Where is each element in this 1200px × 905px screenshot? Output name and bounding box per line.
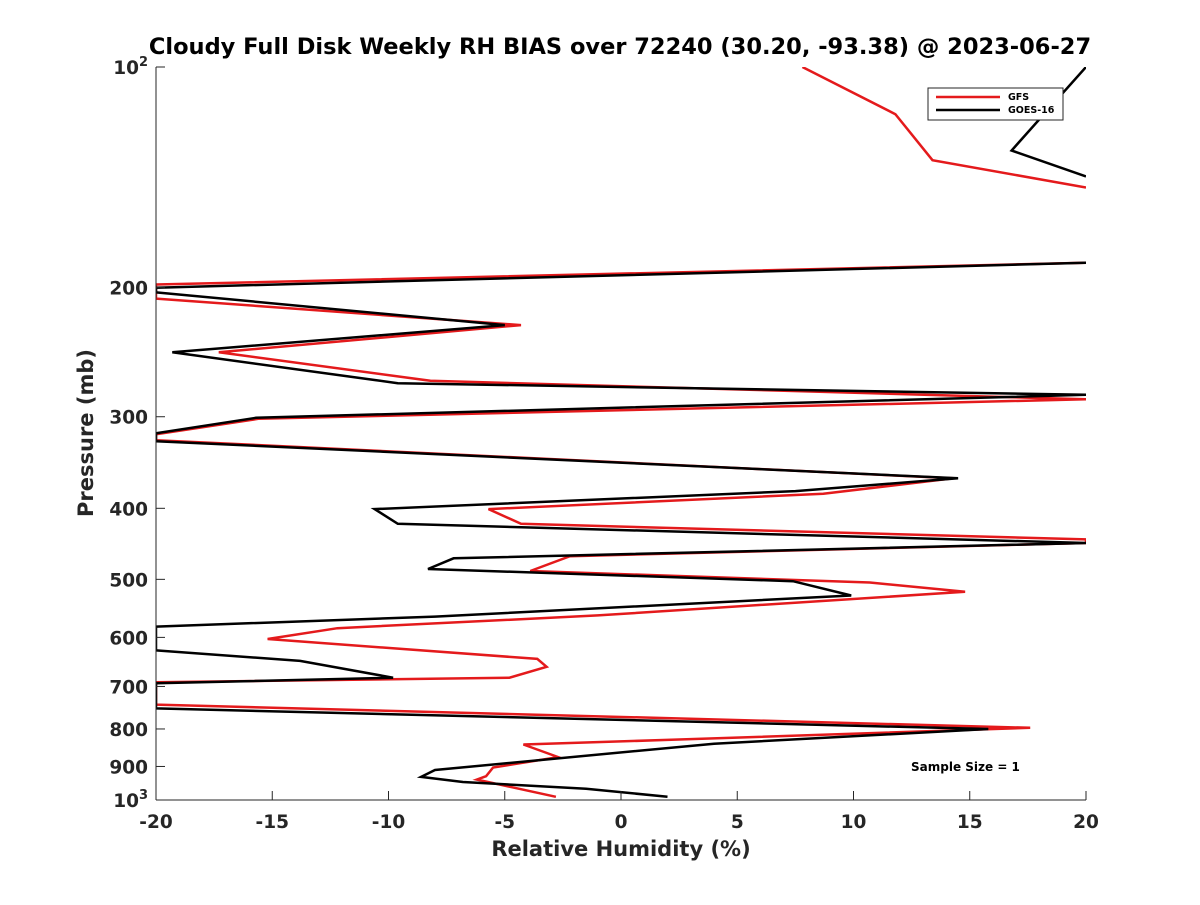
legend-label-gfs: GFS bbox=[1008, 92, 1029, 103]
y-tick-label: 102 bbox=[113, 55, 148, 79]
legend-label-goes16: GOES-16 bbox=[1008, 105, 1055, 116]
y-tick-label: 300 bbox=[109, 408, 148, 429]
legend: GFS GOES-16 bbox=[927, 87, 1064, 121]
y-axis-label: Pressure (mb) bbox=[74, 349, 98, 517]
x-tick-label: 0 bbox=[615, 812, 628, 833]
x-tick-label: -15 bbox=[256, 812, 289, 833]
x-tick-label: 15 bbox=[957, 812, 983, 833]
chart-title: Cloudy Full Disk Weekly RH BIAS over 722… bbox=[149, 34, 1091, 60]
x-tick-label: -20 bbox=[139, 812, 172, 833]
x-tick-label: 5 bbox=[731, 812, 744, 833]
x-tick-label: -5 bbox=[494, 812, 515, 833]
sample-size-annotation: Sample Size = 1 bbox=[911, 760, 1020, 774]
y-tick-label: 900 bbox=[109, 757, 148, 778]
x-axis-label: Relative Humidity (%) bbox=[491, 837, 750, 861]
series-layer bbox=[156, 67, 1086, 799]
x-tick-label: 10 bbox=[841, 812, 867, 833]
y-tick-label: 800 bbox=[109, 720, 148, 741]
plot-area bbox=[156, 67, 1086, 800]
legend-box bbox=[927, 87, 1064, 121]
y-tick-label: 103 bbox=[113, 788, 148, 812]
y-tick-label: 700 bbox=[109, 677, 148, 698]
y-axis-ticks: 102 200 300 400 500 600 700 800 900 103 bbox=[109, 55, 165, 812]
y-tick-label: 400 bbox=[109, 499, 148, 520]
y-tick-label: 600 bbox=[109, 628, 148, 649]
x-tick-label: -10 bbox=[372, 812, 405, 833]
series-line-gfs-segment-0 bbox=[801, 67, 1086, 189]
x-tick-label: 20 bbox=[1073, 812, 1099, 833]
series-line-gfs-segment-1 bbox=[156, 261, 1086, 799]
series-line-goes16-segment-1 bbox=[156, 261, 1086, 799]
x-axis-ticks: -20 -15 -10 -5 0 5 10 15 20 bbox=[139, 791, 1099, 833]
y-tick-label: 500 bbox=[109, 570, 148, 591]
y-tick-label: 200 bbox=[109, 279, 148, 300]
